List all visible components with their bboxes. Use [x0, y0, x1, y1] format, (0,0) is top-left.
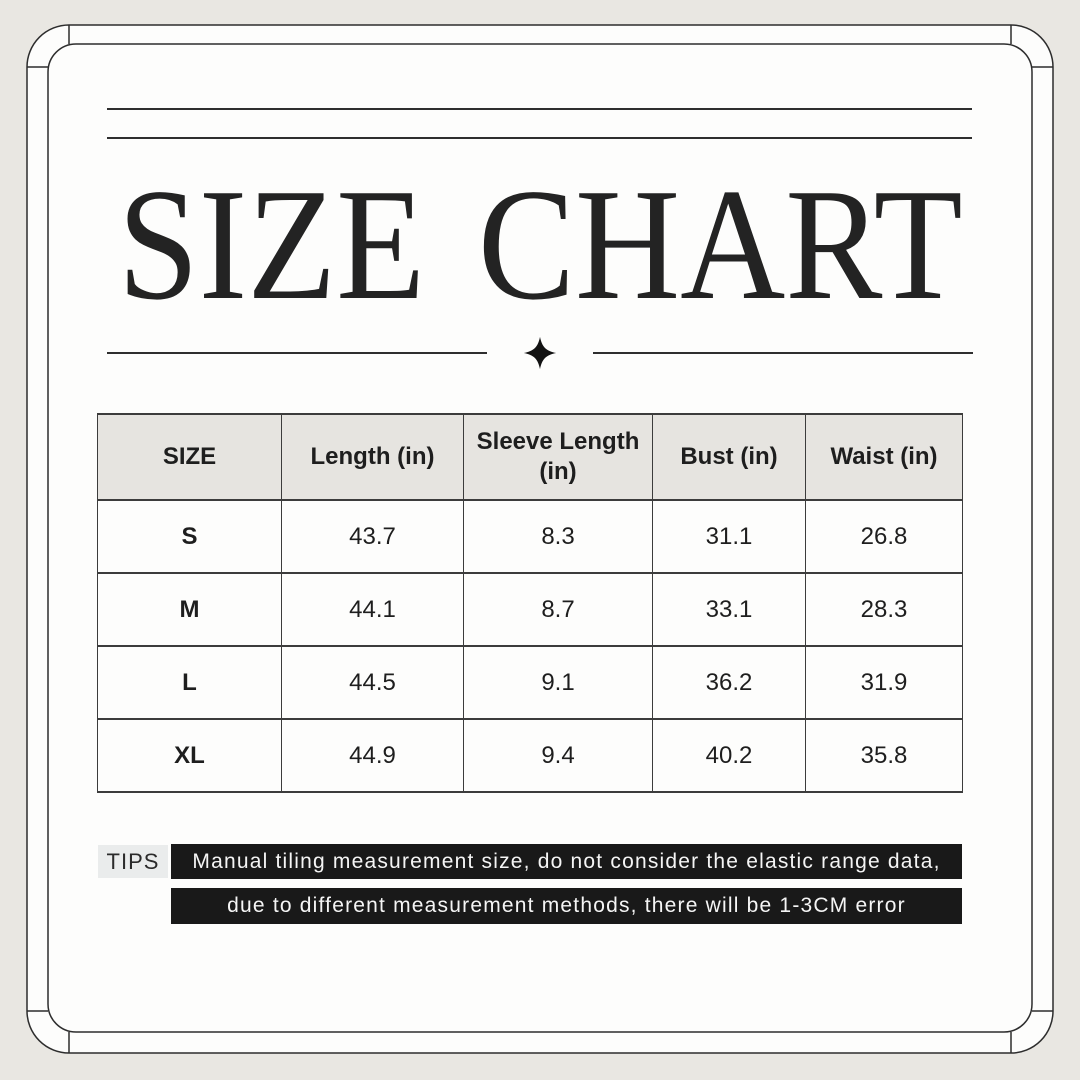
table-row-s: S 43.7 8.3 31.1 26.8 [97, 499, 963, 574]
cell-sleeve: 9.4 [463, 718, 653, 793]
cell-size: L [97, 645, 282, 720]
size-chart-table: SIZE Length (in) Sleeve Length (in) Bust… [97, 413, 963, 793]
table-row-m: M 44.1 8.7 33.1 28.3 [97, 572, 963, 647]
tips-label: TIPS [98, 845, 168, 878]
sparkle-icon [523, 336, 557, 370]
cell-bust: 40.2 [652, 718, 806, 793]
cell-waist: 35.8 [805, 718, 963, 793]
cell-size: S [97, 499, 282, 574]
cell-bust: 33.1 [652, 572, 806, 647]
page-title: SIZE CHART [117, 155, 963, 333]
cell-waist: 26.8 [805, 499, 963, 574]
cell-sleeve: 8.7 [463, 572, 653, 647]
cell-bust: 36.2 [652, 645, 806, 720]
divider-line-right [593, 352, 973, 354]
title-divider [107, 336, 973, 370]
cell-length: 44.1 [281, 572, 464, 647]
cell-bust: 31.1 [652, 499, 806, 574]
cell-size: XL [97, 718, 282, 793]
cell-sleeve: 9.1 [463, 645, 653, 720]
divider-line-left [107, 352, 487, 354]
top-rule-2 [107, 137, 972, 139]
col-header-length: Length (in) [281, 413, 464, 501]
frame-corner-ticks [27, 25, 1053, 1053]
col-header-bust: Bust (in) [652, 413, 806, 501]
table-header-row: SIZE Length (in) Sleeve Length (in) Bust… [97, 413, 963, 501]
table-row-l: L 44.5 9.1 36.2 31.9 [97, 645, 963, 720]
table-row-xl: XL 44.9 9.4 40.2 35.8 [97, 718, 963, 793]
cell-waist: 31.9 [805, 645, 963, 720]
title-wrap: SIZE CHART [0, 159, 1080, 329]
cell-sleeve: 8.3 [463, 499, 653, 574]
col-header-waist: Waist (in) [805, 413, 963, 501]
cell-length: 44.5 [281, 645, 464, 720]
tips-line-1: Manual tiling measurement size, do not c… [171, 844, 962, 879]
col-header-sleeve: Sleeve Length (in) [463, 413, 653, 501]
cell-size: M [97, 572, 282, 647]
cell-length: 43.7 [281, 499, 464, 574]
cell-waist: 28.3 [805, 572, 963, 647]
col-header-size: SIZE [97, 413, 282, 501]
tips-line-2: due to different measurement methods, th… [171, 888, 962, 924]
cell-length: 44.9 [281, 718, 464, 793]
top-rule-1 [107, 108, 972, 110]
